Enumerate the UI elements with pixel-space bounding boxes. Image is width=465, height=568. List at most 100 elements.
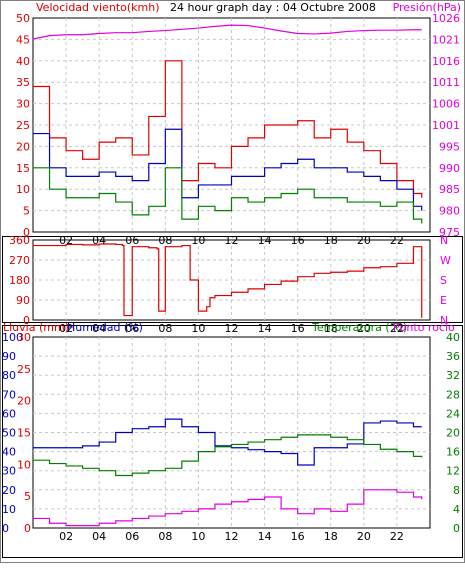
pressure-label: Presión(hPa) (393, 1, 461, 14)
direction-x-tick: 06 (125, 322, 139, 335)
wind-x-tick: 10 (191, 234, 205, 247)
humidity-x-tick: 12 (225, 530, 239, 543)
wind-y-tick: 5 (23, 205, 30, 218)
compass-tick: E (440, 294, 447, 307)
wind-x-tick: 18 (324, 234, 338, 247)
wind-y-tick: 35 (16, 76, 30, 89)
pressure-y-tick: 1026 (432, 12, 460, 25)
wind-x-tick: 08 (158, 234, 172, 247)
series-min (33, 167, 423, 224)
wind-y-tick: 10 (16, 183, 30, 196)
pressure-y-tick: 985 (439, 183, 460, 196)
rain-y-tick: 0 (24, 522, 31, 535)
series-avg (33, 128, 423, 211)
dew-point-label: Punto rocío (393, 321, 455, 334)
pressure-y-tick: 990 (439, 162, 460, 175)
rain-y-tick: 15 (17, 427, 31, 440)
temperature-y-tick: 12 (446, 465, 460, 478)
compass-tick: N (440, 234, 448, 247)
wind-x-tick: 20 (357, 234, 371, 247)
humidity-y-tick: 30 (2, 465, 16, 478)
humidity-x-tick: 08 (158, 530, 172, 543)
temperature-y-tick: 16 (446, 446, 460, 459)
rain-y-tick: 20 (17, 395, 31, 408)
temperature-y-tick: 8 (453, 484, 460, 497)
humidity-y-tick: 90 (2, 350, 16, 363)
direction-x-tick: 10 (191, 322, 205, 335)
direction-y-tick: 0 (23, 314, 30, 327)
direction-y-tick: 180 (9, 274, 30, 287)
rain-y-tick: 5 (24, 490, 31, 503)
humidity-x-tick: 22 (390, 530, 404, 543)
temperature-y-tick: 4 (453, 503, 460, 516)
wind-x-tick: 06 (125, 234, 139, 247)
humidity-y-tick: 40 (2, 446, 16, 459)
temperature-y-tick: 20 (446, 427, 460, 440)
wind-y-tick: 20 (16, 140, 30, 153)
wind-y-tick: 15 (16, 162, 30, 175)
direction-x-tick: 16 (291, 322, 305, 335)
temperature-y-tick: 36 (446, 350, 460, 363)
series-temperaturac (33, 434, 423, 477)
wind-x-tick: 16 (291, 234, 305, 247)
temperature-y-tick: 32 (446, 369, 460, 382)
tick-labels: 02 04 06 08 10 12 14 16 18 20 22051015202530354045… (2, 12, 460, 543)
rain-y-tick: 30 (17, 331, 31, 344)
humidity-x-tick: 20 (357, 530, 371, 543)
direction-x-tick: 22 (390, 322, 404, 335)
series-wind-direction (33, 243, 423, 318)
pressure-y-tick: 975 (439, 226, 460, 239)
wind-y-tick: 40 (16, 55, 30, 68)
wind-x-tick: 14 (258, 234, 272, 247)
compass-tick: W (440, 254, 451, 267)
compass-tick: S (440, 274, 447, 287)
direction-x-tick: 14 (258, 322, 272, 335)
humidity-label: Humedad (%) (67, 321, 143, 334)
wind-y-tick: 30 (16, 98, 30, 111)
series-puntoroco (33, 489, 423, 527)
direction-x-tick: 12 (225, 322, 239, 335)
wind-y-tick: 45 (16, 33, 30, 46)
humidity-x-tick: 10 (191, 530, 205, 543)
temperature-y-tick: 0 (453, 522, 460, 535)
direction-x-tick: 08 (158, 322, 172, 335)
wind-y-tick: 0 (23, 226, 30, 239)
direction-x-tick: 18 (324, 322, 338, 335)
humidity-y-tick: 20 (2, 484, 16, 497)
humidity-y-tick: 70 (2, 388, 16, 401)
series-humedad (33, 418, 422, 466)
pressure-y-tick: 1011 (432, 76, 460, 89)
humidity-y-tick: 80 (2, 369, 16, 382)
humidity-x-tick: 02 (59, 530, 73, 543)
humidity-x-tick: 14 (258, 530, 272, 543)
direction-panel-frame (2, 236, 463, 323)
direction-x-tick: 04 (92, 322, 106, 335)
pressure-y-tick: 1006 (432, 98, 460, 111)
humidity-x-tick: 18 (324, 530, 338, 543)
series-presinhpa (32, 24, 422, 40)
direction-y-tick: 270 (9, 254, 30, 267)
direction-x-tick: 20 (357, 322, 371, 335)
wind-y-tick: 25 (16, 119, 30, 132)
humidity-x-tick: 04 (92, 530, 106, 543)
chart-title: 24 hour graph day : 04 Octubre 2008 (170, 1, 376, 14)
temperature-y-tick: 40 (446, 331, 460, 344)
direction-x-tick: 02 (59, 322, 73, 335)
pressure-y-tick: 1001 (432, 119, 460, 132)
pressure-y-tick: 1016 (432, 55, 460, 68)
pressure-y-tick: 995 (439, 140, 460, 153)
humidity-y-tick: 100 (2, 331, 23, 344)
humidity-y-tick: 10 (2, 503, 16, 516)
pressure-y-tick: 980 (439, 205, 460, 218)
rain-y-tick: 10 (17, 458, 31, 471)
direction-y-tick: 90 (16, 294, 30, 307)
rain-label: Lluvia (mm) (3, 321, 69, 334)
wind-x-tick: 02 (59, 234, 73, 247)
direction-y-tick: 360 (9, 234, 30, 247)
temperature-y-tick: 28 (446, 388, 460, 401)
pressure-y-tick: 1021 (432, 33, 460, 46)
wind-x-tick: 12 (225, 234, 239, 247)
wind-x-tick: 04 (92, 234, 106, 247)
